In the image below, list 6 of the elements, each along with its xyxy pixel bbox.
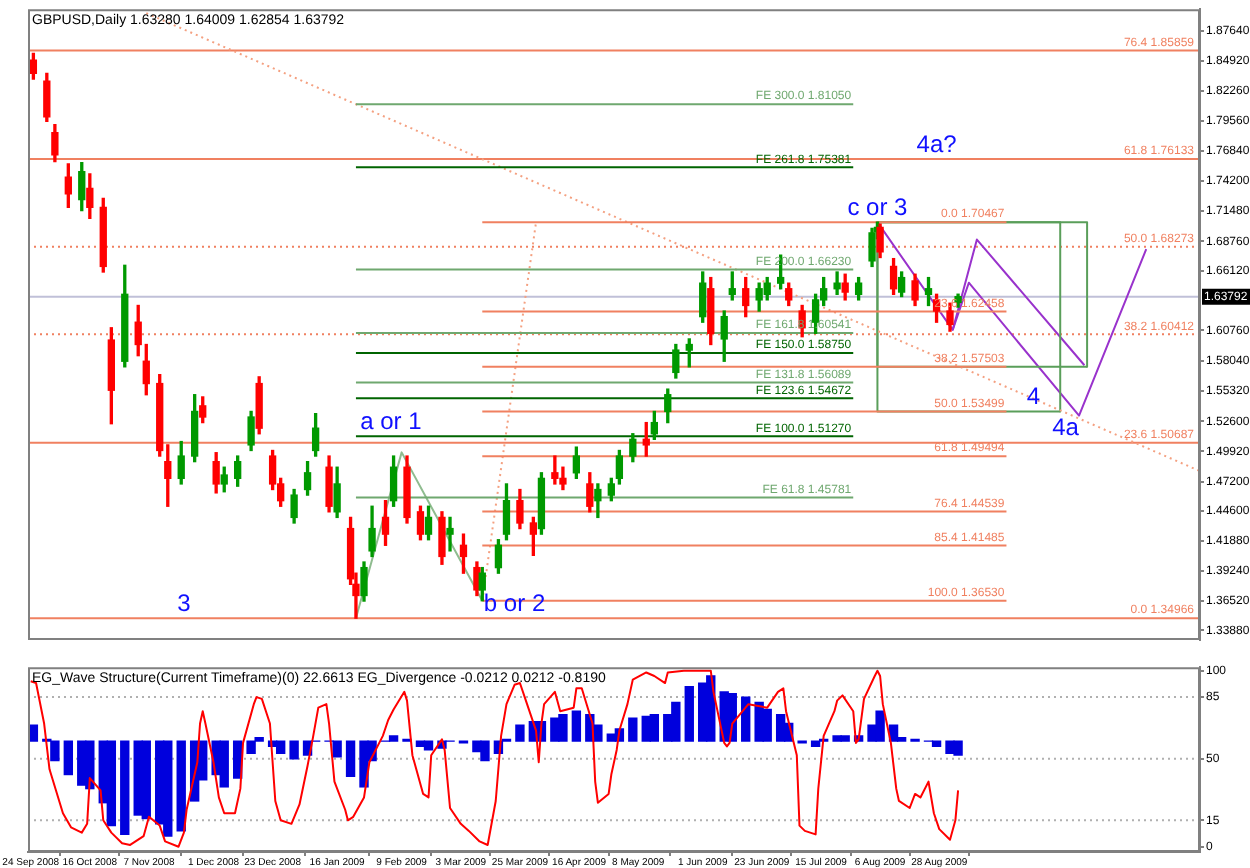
- annotation: 4a?: [916, 129, 958, 158]
- annotation: a or 1: [360, 406, 423, 435]
- annotation: 4a: [1052, 413, 1080, 442]
- annotation: c or 3: [847, 192, 909, 221]
- annotation: 4: [1026, 382, 1041, 411]
- annotation: 3: [177, 588, 192, 617]
